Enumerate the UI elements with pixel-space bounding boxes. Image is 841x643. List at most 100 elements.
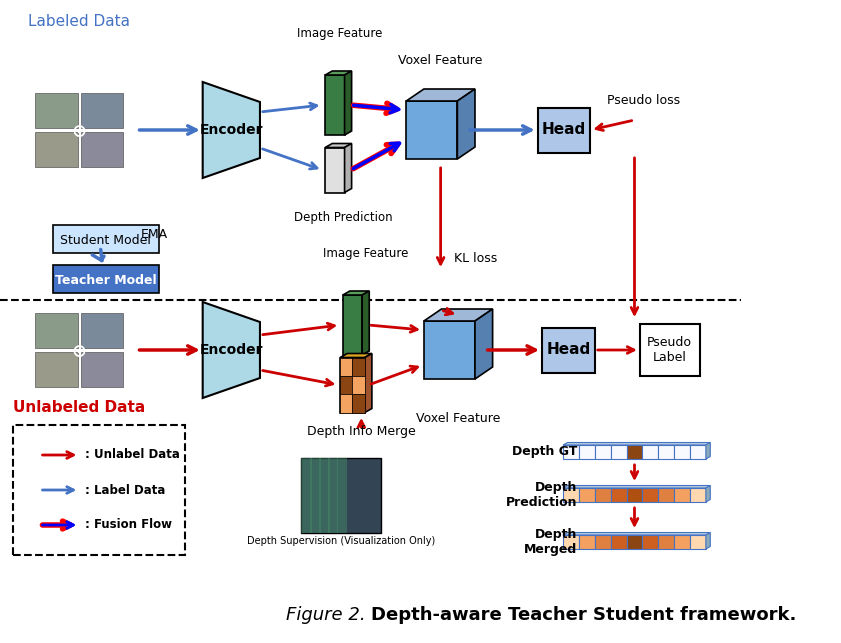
Text: Depth Prediction: Depth Prediction [294,212,393,224]
Text: Image Feature: Image Feature [297,26,382,39]
Text: Depth
Prediction: Depth Prediction [505,481,577,509]
Text: Depth GT: Depth GT [512,446,577,458]
Bar [343,295,362,355]
Text: Head: Head [542,123,586,138]
Text: Head: Head [547,343,590,358]
Text: Depth
Merged: Depth Merged [524,528,577,556]
Bar [301,458,312,532]
Polygon shape [345,143,352,192]
Bar [611,488,627,502]
Text: Labeled Data: Labeled Data [29,15,130,30]
Bar [579,535,595,549]
Polygon shape [325,143,352,147]
Bar [690,488,706,502]
Bar [35,313,77,348]
Bar [595,445,611,459]
Polygon shape [475,309,493,379]
Text: : Label Data: : Label Data [86,484,166,496]
Text: EMA: EMA [140,228,168,242]
Bar [53,225,159,253]
Polygon shape [345,71,352,135]
Polygon shape [706,485,711,502]
Bar [643,488,659,502]
Polygon shape [706,532,711,549]
Text: Pseudo
Label: Pseudo Label [648,336,692,364]
Bar [674,445,690,459]
Polygon shape [563,442,711,445]
Text: Student Model: Student Model [61,233,151,246]
Text: : Unlabel Data: : Unlabel Data [86,449,180,462]
Text: Encoder: Encoder [199,123,263,137]
Bar [640,324,700,376]
Polygon shape [424,309,493,321]
Bar [336,458,347,532]
Bar [627,488,643,502]
Polygon shape [365,354,372,413]
Text: Depth Info Merge: Depth Info Merge [307,426,415,439]
Bar [81,93,124,128]
Bar [340,394,352,413]
Text: Image Feature: Image Feature [323,246,409,260]
Bar [611,535,627,549]
Bar [35,93,77,128]
Bar [563,445,579,459]
Bar [325,147,345,192]
Text: Teacher Model: Teacher Model [55,273,156,287]
Bar [340,358,352,376]
Polygon shape [406,89,475,101]
Bar [659,488,674,502]
Polygon shape [563,532,711,535]
Bar [659,535,674,549]
Bar [542,327,595,372]
Text: Depth Supervision (Visualization Only): Depth Supervision (Visualization Only) [247,536,435,547]
Polygon shape [343,291,369,295]
Bar [352,358,365,376]
Text: : Fusion Flow: : Fusion Flow [86,518,172,532]
Polygon shape [706,442,711,459]
Bar [595,535,611,549]
Bar [81,132,124,167]
Bar [563,488,579,502]
Bar [537,107,590,152]
Text: Unlabeled Data: Unlabeled Data [13,401,145,415]
Bar [340,358,365,413]
Bar [674,488,690,502]
Bar [595,488,611,502]
Bar [611,445,627,459]
Text: ⊙: ⊙ [71,343,87,361]
Polygon shape [203,82,260,178]
Bar [340,376,352,394]
Bar [35,352,77,387]
Text: Figure 2.: Figure 2. [286,606,371,624]
Text: Voxel Feature: Voxel Feature [399,53,483,66]
Bar [13,425,185,555]
Text: Voxel Feature: Voxel Feature [416,412,500,424]
Bar [643,535,659,549]
Text: Encoder: Encoder [199,343,263,357]
Text: KL loss: KL loss [454,251,498,264]
Bar [53,265,159,293]
Bar [643,445,659,459]
Bar [579,488,595,502]
Bar [81,313,124,348]
Polygon shape [340,354,372,358]
Text: Depth-aware Teacher Student framework.: Depth-aware Teacher Student framework. [371,606,796,624]
Bar [328,458,338,532]
Bar [352,394,365,413]
Bar [627,535,643,549]
Polygon shape [458,89,475,159]
Polygon shape [203,302,260,398]
Bar [310,458,320,532]
Bar [563,535,579,549]
Bar [319,458,330,532]
Bar [659,445,674,459]
Polygon shape [563,485,711,488]
Bar [690,535,706,549]
Bar [424,321,475,379]
Bar [325,75,345,135]
Bar [674,535,690,549]
Bar [406,101,458,159]
Text: ⊙: ⊙ [71,123,87,141]
Bar [301,458,381,532]
Bar [35,132,77,167]
